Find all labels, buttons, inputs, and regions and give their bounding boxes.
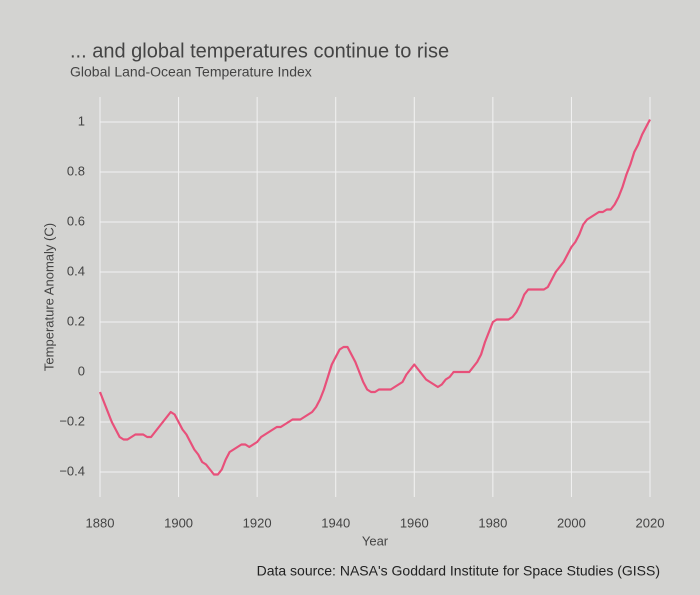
x-tick-label: 1900 [164,515,193,530]
y-tick-label: 0.2 [67,313,85,328]
y-tick-label: 0.4 [67,263,85,278]
y-tick-label: 1 [78,113,85,128]
x-tick-label: 1960 [400,515,429,530]
y-tick-label: 0 [78,363,85,378]
y-tick-label: 0.8 [67,163,85,178]
y-axis-label: Temperature Anomaly (C) [41,223,56,371]
chart-subtitle: Global Land-Ocean Temperature Index [70,64,312,80]
x-axis-label: Year [362,533,389,548]
x-tick-label: 1980 [478,515,507,530]
y-tick-label: 0.6 [67,213,85,228]
y-tick-label: −0.2 [59,413,85,428]
chart-title: ... and global temperatures continue to … [70,40,449,62]
x-tick-label: 2020 [636,515,665,530]
x-tick-label: 1920 [243,515,272,530]
data-line [98,118,651,476]
x-tick-label: 2000 [557,515,586,530]
source-note: Data source: NASA's Goddard Institute fo… [257,563,660,579]
y-tick-label: −0.4 [59,463,85,478]
x-tick-label: 1940 [321,515,350,530]
x-tick-label: 1880 [86,515,115,530]
